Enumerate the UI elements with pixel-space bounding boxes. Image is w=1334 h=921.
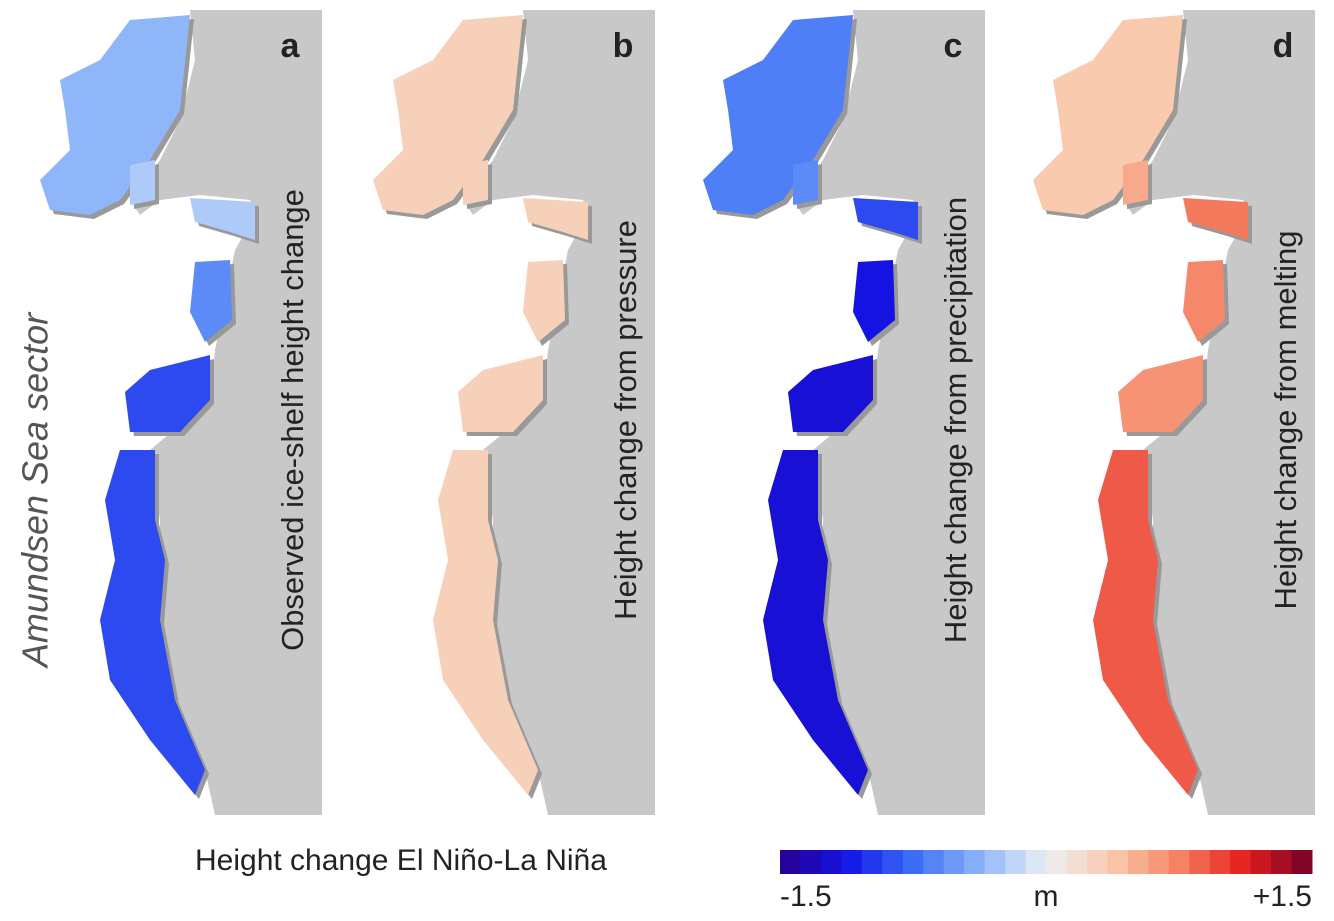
ice-shelf: [853, 198, 918, 240]
colorbar-step: [984, 850, 1006, 874]
ice-shelf: [1093, 450, 1198, 795]
ice-shelf: [125, 355, 210, 432]
colorbar-title: Height change El Niño-La Niña: [195, 844, 607, 877]
colorbar-step: [820, 850, 842, 874]
ice-shelf: [1033, 15, 1183, 215]
ice-shelf: [100, 450, 205, 795]
panel-title: Height change from melting: [1268, 230, 1303, 609]
panel-title: Observed ice-shelf height change: [275, 189, 310, 651]
ice-shelf: [190, 260, 232, 342]
ice-shelf: [1183, 260, 1225, 342]
map-panel: a Observed ice-shelf height change: [40, 10, 322, 815]
ice-shelf: [130, 160, 155, 205]
land: [130, 10, 322, 815]
colorbar-step: [800, 850, 822, 874]
ice-shelf: [763, 450, 868, 795]
ice-shelf: [1183, 198, 1248, 240]
panel-title: Height change from pressure: [608, 220, 643, 620]
ice-shelf: [40, 15, 190, 215]
colorbar-step: [1209, 850, 1231, 874]
colorbar-step: [923, 850, 945, 874]
panel-title: Height change from precipitation: [938, 197, 973, 643]
colorbar-step: [1005, 850, 1027, 874]
colorbar-step: [1046, 850, 1067, 874]
colorbar-tick-label: +1.5: [1253, 880, 1312, 913]
colorbar-step: [964, 850, 986, 874]
map-panel: b Height change from pressure: [373, 10, 655, 815]
ice-shelf: [463, 160, 488, 205]
colorbar-step: [1291, 850, 1313, 874]
panel-letter: a: [281, 27, 301, 65]
colorbar-step: [1250, 850, 1272, 874]
land: [793, 10, 985, 815]
land: [463, 10, 655, 815]
colorbar-step: [1086, 850, 1108, 874]
colorbar-step: [1230, 850, 1252, 874]
ice-shelf: [703, 15, 853, 215]
colorbar-step: [1168, 850, 1190, 874]
panel-letter: d: [1273, 27, 1294, 65]
land: [1123, 10, 1315, 815]
colorbar-step: [1025, 850, 1047, 874]
ice-shelf: [458, 355, 543, 432]
ice-shelf: [433, 450, 538, 795]
ice-shelf: [190, 198, 255, 240]
map-panel: d Height change from melting: [1033, 10, 1315, 815]
colorbar-step: [861, 850, 883, 874]
colorbar-step: [943, 850, 965, 874]
ice-shelf: [373, 15, 523, 215]
colorbar-step: [1148, 850, 1170, 874]
colorbar-step: [1271, 850, 1293, 874]
ice-shelf: [853, 260, 895, 342]
ice-shelf: [1123, 160, 1148, 205]
colorbar-step: [1066, 850, 1088, 874]
colorbar-step: [780, 850, 801, 874]
panel-letter: b: [613, 27, 634, 65]
colorbar-step: [841, 850, 863, 874]
colorbar-step: [1127, 850, 1149, 874]
colorbar: -1.5 +1.5: [780, 850, 1313, 913]
ice-shelf: [1118, 355, 1203, 432]
colorbar-unit: m: [1034, 880, 1059, 913]
colorbar-step: [1107, 850, 1129, 874]
ice-shelf: [523, 260, 565, 342]
colorbar-step: [1189, 850, 1211, 874]
ice-shelf: [523, 198, 588, 240]
panels: a Observed ice-shelf height change b Height…: [40, 10, 1315, 815]
side-label: Amundsen Sea sector: [15, 311, 56, 669]
ice-shelf: [788, 355, 873, 432]
ice-shelf: [793, 160, 818, 205]
colorbar-step: [882, 850, 904, 874]
colorbar-step: [902, 850, 924, 874]
colorbar-tick-label: -1.5: [780, 880, 832, 913]
panel-letter: c: [944, 27, 963, 65]
map-panel: c Height change from precipitation: [703, 10, 985, 815]
